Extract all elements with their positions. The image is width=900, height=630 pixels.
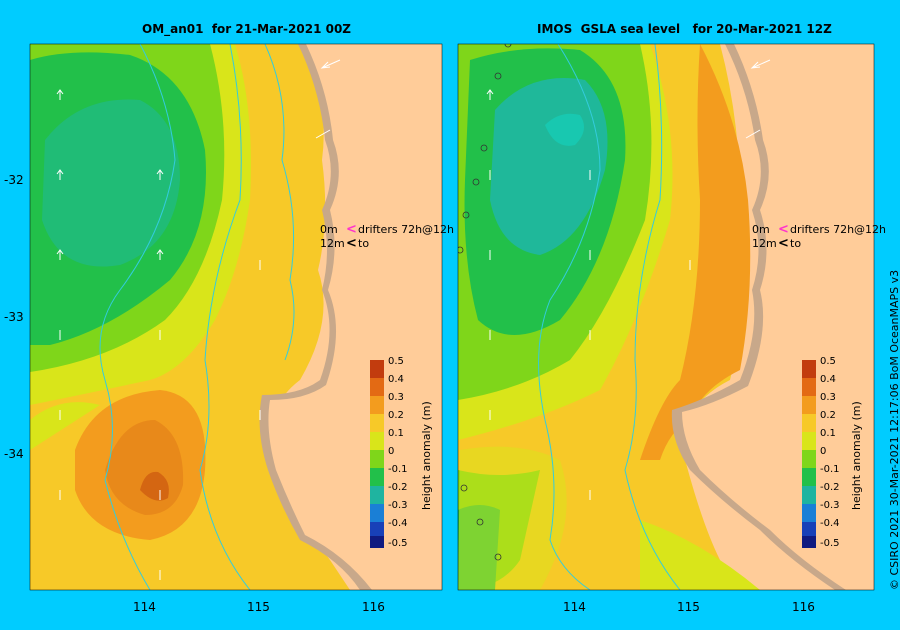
left-colorbar — [370, 360, 384, 548]
svg-text:0.2: 0.2 — [388, 410, 404, 421]
svg-text:-0.5: -0.5 — [820, 538, 840, 549]
lat-label-34: -34 — [4, 447, 24, 461]
svg-text:-0.1: -0.1 — [820, 464, 840, 475]
svg-text:-0.4: -0.4 — [820, 518, 840, 529]
svg-text:0.3: 0.3 — [820, 392, 836, 403]
credit-text: © CSIRO 2021 30-Mar-2021 12:17:06 BoM Oc… — [888, 269, 900, 590]
lat-label-33: -33 — [4, 310, 24, 324]
svg-text:-0.2: -0.2 — [820, 482, 840, 493]
svg-text:-0.2: -0.2 — [388, 482, 408, 493]
left-drifter-depth-12: 12m — [320, 237, 345, 250]
right-colorbar-ticks: 0.5 0.4 0.3 0.2 0.1 0 -0.1 -0.2 -0.3 -0.… — [820, 356, 840, 549]
svg-text:-0.4: -0.4 — [388, 518, 408, 529]
svg-text:-0.5: -0.5 — [388, 538, 408, 549]
svg-text:0: 0 — [388, 446, 394, 457]
left-panel-title: OM_an01 for 21-Mar-2021 00Z — [142, 22, 351, 36]
left-lon-114: 114 — [133, 600, 156, 614]
svg-text:0.2: 0.2 — [820, 410, 836, 421]
left-colorbar-title: height anomaly (m) — [420, 401, 433, 510]
svg-text:0: 0 — [820, 446, 826, 457]
lat-label-32: -32 — [4, 173, 24, 187]
svg-text:-0.3: -0.3 — [820, 500, 840, 511]
svg-text:0.3: 0.3 — [388, 392, 404, 403]
right-map — [458, 44, 874, 590]
right-drifter-depth-12: 12m — [752, 237, 777, 250]
left-drifter-magenta-arrow: < — [346, 222, 357, 237]
left-lon-116: 116 — [362, 600, 385, 614]
right-drifter-text-2: to — [790, 237, 801, 250]
right-drifter-depth-0: 0m — [752, 223, 770, 236]
svg-text:0.5: 0.5 — [820, 356, 836, 367]
right-drifter-text-1: drifters 72h@12h — [790, 223, 886, 236]
right-lon-114: 114 — [563, 600, 586, 614]
left-lon-115: 115 — [247, 600, 270, 614]
right-drifter-magenta-arrow: < — [778, 222, 789, 237]
left-map — [30, 44, 442, 590]
svg-text:-0.3: -0.3 — [388, 500, 408, 511]
svg-text:0.5: 0.5 — [388, 356, 404, 367]
svg-text:0.4: 0.4 — [388, 374, 404, 385]
left-drifter-depth-0: 0m — [320, 223, 338, 236]
left-drifter-text-1: drifters 72h@12h — [358, 223, 454, 236]
left-drifter-black-arrow: < — [346, 236, 357, 251]
svg-text:0.1: 0.1 — [820, 428, 836, 439]
right-panel-title: IMOS GSLA sea level for 20-Mar-2021 12Z — [537, 22, 832, 36]
right-colorbar — [802, 360, 816, 548]
right-lon-115: 115 — [677, 600, 700, 614]
svg-text:0.1: 0.1 — [388, 428, 404, 439]
right-colorbar-title: height anomaly (m) — [850, 401, 863, 510]
left-drifter-text-2: to — [358, 237, 369, 250]
svg-text:-0.1: -0.1 — [388, 464, 408, 475]
right-drifter-black-arrow: < — [778, 236, 789, 251]
right-lon-116: 116 — [792, 600, 815, 614]
left-colorbar-ticks: 0.5 0.4 0.3 0.2 0.1 0 -0.1 -0.2 -0.3 -0.… — [388, 356, 408, 549]
svg-text:0.4: 0.4 — [820, 374, 836, 385]
